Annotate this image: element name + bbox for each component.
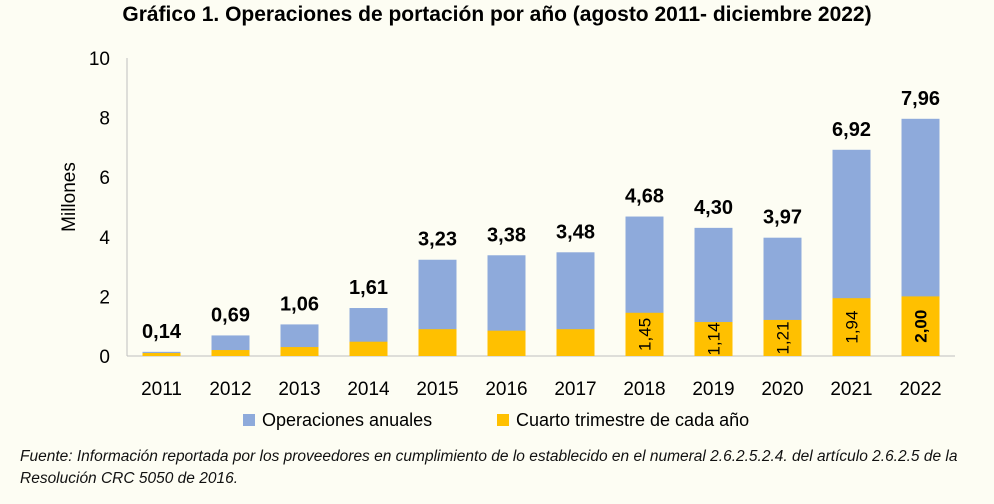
y-tick-label: 2 [99,287,110,308]
bar-q4-2016 [487,330,526,356]
legend: Operaciones anuales Cuarto trimestre de … [243,410,749,430]
x-tick-label: 2012 [209,379,251,400]
value-label-q4-2018: 1,45 [636,318,655,351]
value-label-annual-2021: 6,92 [832,119,871,141]
source-note: Fuente: Información reportada por los pr… [20,448,958,487]
bar-q4-2017 [556,329,595,356]
x-tick-label: 2019 [692,379,734,400]
x-tick-label: 2014 [347,379,390,400]
bar-q4-2011 [142,353,181,356]
chart-title: Gráfico 1. Operaciones de portación por … [122,3,872,26]
bar-q4-2012 [211,350,250,356]
y-tick-label: 0 [99,347,110,368]
bar-q4-2021 [832,298,871,356]
legend-label-annual: Operaciones anuales [262,410,432,430]
x-tick-label: 2022 [899,379,941,400]
legend-swatch-annual [243,414,255,426]
x-tick-label: 2021 [830,379,872,400]
bar-q4-2015 [418,329,457,356]
value-label-annual-2014: 1,61 [349,277,388,299]
legend-label-q4: Cuarto trimestre de cada año [516,410,749,430]
bar-q4-2014 [349,341,388,356]
y-tick-label: 8 [99,109,110,130]
value-label-q4-2019: 1,14 [705,322,724,355]
x-tick-label: 2020 [761,379,803,400]
value-label-annual-2015: 3,23 [418,229,457,251]
x-tick-label: 2011 [141,379,182,400]
value-label-q4-2020: 1,21 [774,321,793,354]
value-label-q4-2022: 2,00 [912,310,931,343]
value-label-annual-2017: 3,48 [556,221,595,243]
value-label-annual-2022: 7,96 [901,88,940,110]
value-label-annual-2012: 0,69 [211,304,250,326]
y-tick-label: 4 [99,228,110,249]
x-tick-label: 2015 [416,379,458,400]
value-label-annual-2020: 3,97 [763,207,802,229]
y-axis-label: Millones [59,162,80,232]
bar-q4-2018 [625,312,664,356]
x-tick-label: 2013 [278,379,320,400]
value-label-annual-2018: 4,68 [625,186,664,208]
bar-q4-2013 [280,347,319,356]
value-label-q4-2021: 1,94 [843,311,862,344]
x-tick-label: 2017 [554,379,596,400]
value-label-annual-2013: 1,06 [280,293,319,315]
bar-q4-2019 [694,322,733,356]
y-tick-label: 6 [99,168,110,189]
value-label-annual-2011: 0,14 [142,321,182,343]
x-tick-label: 2018 [623,379,665,400]
x-tick-label: 2016 [485,379,527,400]
legend-swatch-q4 [497,414,509,426]
bar-q4-2022 [901,296,940,356]
bar-q4-2020 [763,319,802,356]
y-tick-label: 10 [89,49,110,70]
value-label-annual-2019: 4,30 [694,197,733,219]
value-label-annual-2016: 3,38 [487,224,526,246]
